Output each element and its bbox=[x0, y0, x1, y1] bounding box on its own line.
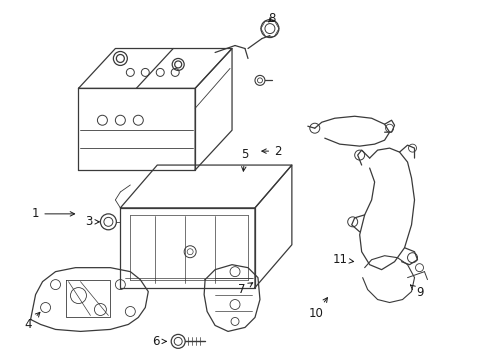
Text: 8: 8 bbox=[268, 12, 275, 25]
Text: 1: 1 bbox=[32, 207, 74, 220]
Text: 9: 9 bbox=[411, 285, 423, 299]
Text: 4: 4 bbox=[25, 312, 40, 331]
Text: 10: 10 bbox=[308, 298, 327, 320]
Text: 5: 5 bbox=[241, 148, 249, 171]
Text: 3: 3 bbox=[85, 215, 99, 228]
Text: 2: 2 bbox=[262, 145, 282, 158]
Text: 6: 6 bbox=[152, 335, 167, 348]
Text: 7: 7 bbox=[238, 283, 253, 296]
Text: 11: 11 bbox=[332, 253, 354, 266]
